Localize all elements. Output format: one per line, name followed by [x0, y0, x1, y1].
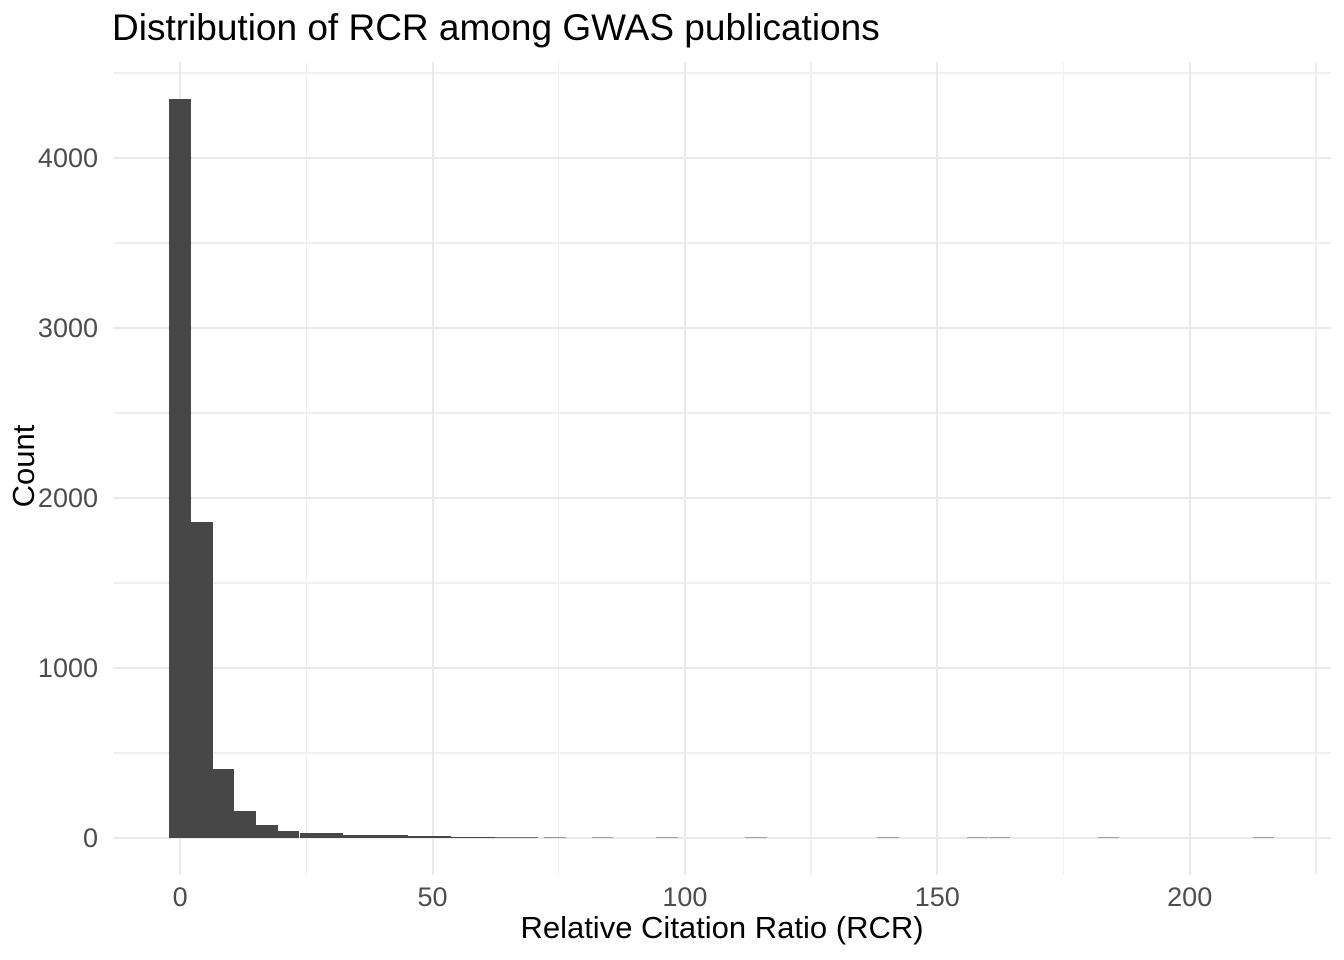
- y-minor-gridline: [113, 582, 1331, 584]
- histogram-bar: [386, 835, 409, 838]
- y-minor-gridline: [113, 752, 1331, 754]
- histogram-bar: [190, 521, 213, 838]
- y-tick-label: 3000: [37, 313, 98, 343]
- x-minor-gridline: [1062, 62, 1065, 875]
- histogram-bar: [473, 836, 495, 838]
- histogram-bar: [299, 832, 322, 838]
- histogram-bar: [451, 836, 474, 838]
- histogram-bar: [494, 836, 517, 838]
- x-major-gridline: [431, 62, 434, 875]
- x-axis-title: Relative Citation Ratio (RCR): [520, 910, 924, 945]
- y-major-gridline: [113, 157, 1331, 160]
- histogram-bar: [877, 836, 900, 838]
- histogram-bar: [1252, 836, 1275, 838]
- histogram-bar: [408, 836, 430, 838]
- x-tick-label: 50: [417, 882, 448, 912]
- y-major-gridline: [113, 666, 1331, 669]
- x-tick-label: 0: [172, 882, 188, 912]
- y-tick-label: 1000: [37, 653, 98, 683]
- y-minor-gridline: [113, 72, 1331, 74]
- histogram-bar: [516, 836, 539, 838]
- y-major-gridline: [113, 496, 1331, 499]
- histogram-bar: [745, 836, 767, 838]
- y-tick-label: 4000: [37, 143, 98, 173]
- histogram-bar: [988, 836, 1011, 838]
- histogram-bar: [591, 836, 614, 838]
- histogram-bar: [169, 99, 191, 838]
- x-tick-label: 150: [914, 882, 960, 912]
- histogram-bar: [234, 810, 257, 838]
- x-tick-label: 100: [662, 882, 708, 912]
- x-minor-gridline: [557, 62, 560, 875]
- x-minor-gridline: [305, 62, 308, 875]
- x-minor-gridline: [810, 62, 812, 875]
- x-tick-label: 200: [1167, 882, 1213, 912]
- y-tick-label: 0: [82, 822, 98, 853]
- histogram-bar: [544, 836, 566, 838]
- x-major-gridline: [1188, 62, 1191, 875]
- histogram-bar: [966, 836, 989, 838]
- histogram-bar: [212, 769, 235, 838]
- histogram-bar: [321, 833, 343, 838]
- x-major-gridline: [936, 62, 939, 875]
- y-minor-gridline: [113, 412, 1331, 414]
- histogram-bar: [1097, 836, 1120, 838]
- histogram-bar: [429, 836, 452, 838]
- histogram-bar: [342, 834, 365, 838]
- y-tick-label: 2000: [37, 483, 98, 513]
- x-minor-gridline: [1315, 62, 1317, 875]
- x-major-gridline: [683, 62, 686, 875]
- y-major-gridline: [113, 836, 1331, 839]
- plot-panel: [113, 62, 1331, 875]
- histogram-bar: [656, 836, 679, 838]
- chart-title: Distribution of RCR among GWAS publicati…: [112, 7, 880, 48]
- y-major-gridline: [113, 327, 1331, 329]
- y-minor-gridline: [113, 242, 1331, 244]
- histogram-bar: [256, 825, 278, 838]
- histogram-bar: [277, 830, 300, 838]
- histogram-bar: [364, 835, 387, 838]
